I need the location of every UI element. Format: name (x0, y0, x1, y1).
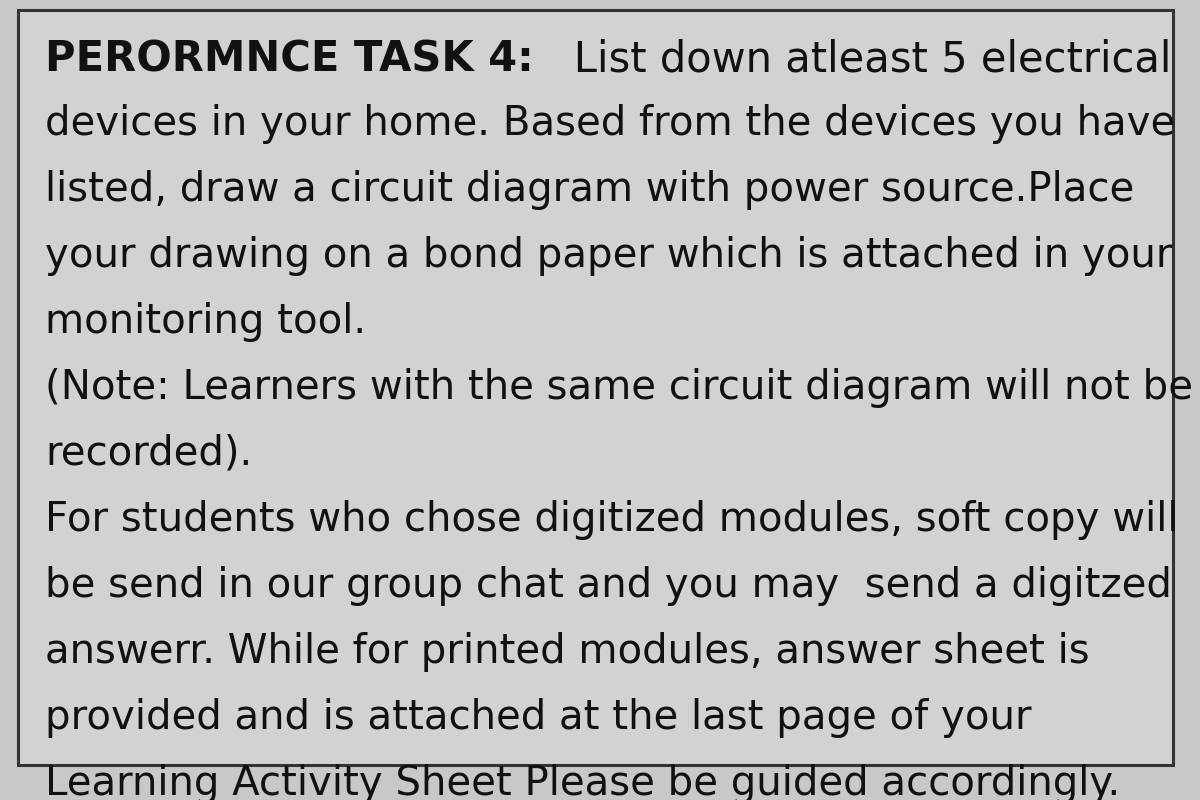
Text: For students who chose digitized modules, soft copy will: For students who chose digitized modules… (46, 500, 1178, 540)
Text: List down atleast 5 electrical: List down atleast 5 electrical (534, 38, 1171, 80)
Text: (Note: Learners with the same circuit diagram will not be: (Note: Learners with the same circuit di… (46, 368, 1193, 408)
Text: devices in your home. Based from the devices you have: devices in your home. Based from the dev… (46, 104, 1175, 144)
Text: listed, draw a circuit diagram with power source.Place: listed, draw a circuit diagram with powe… (46, 170, 1134, 210)
Text: be send in our group chat and you may  send a digitzed: be send in our group chat and you may se… (46, 566, 1172, 606)
Text: Learning Activity Sheet Please be guided accordingly.: Learning Activity Sheet Please be guided… (46, 764, 1121, 800)
Text: provided and is attached at the last page of your: provided and is attached at the last pag… (46, 698, 1032, 738)
Text: monitoring tool.: monitoring tool. (46, 302, 366, 342)
Text: recorded).: recorded). (46, 434, 252, 474)
FancyBboxPatch shape (18, 10, 1174, 765)
Text: PERORMNCE TASK 4:: PERORMNCE TASK 4: (46, 38, 534, 80)
Text: answerr. While for printed modules, answer sheet is: answerr. While for printed modules, answ… (46, 632, 1090, 672)
Text: your drawing on a bond paper which is attached in your: your drawing on a bond paper which is at… (46, 236, 1172, 276)
